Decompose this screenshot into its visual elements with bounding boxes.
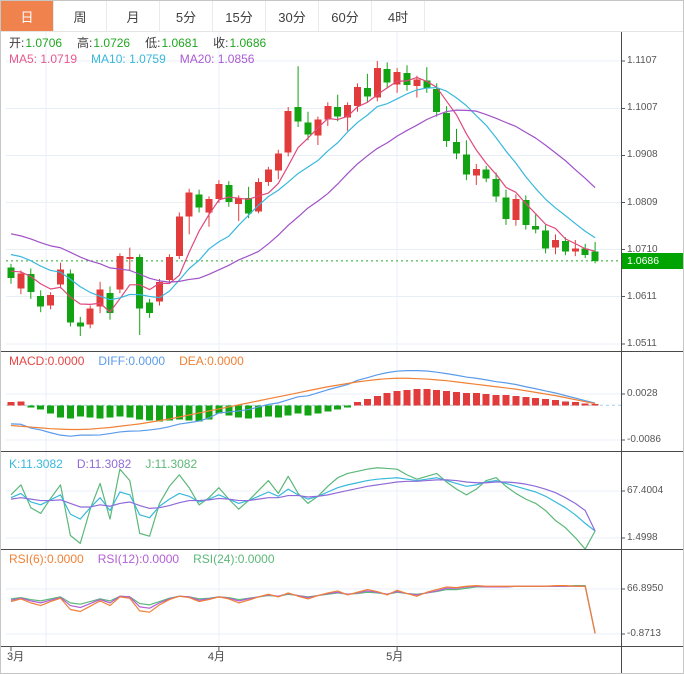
tab-周[interactable]: 周 — [54, 1, 107, 31]
tab-30分[interactable]: 30分 — [266, 1, 319, 31]
tab-15分[interactable]: 15分 — [213, 1, 266, 31]
interval-tabbar: 日周月 5分 15分 30分 60分 4时 — [1, 1, 683, 32]
tab-日[interactable]: 日 — [1, 1, 54, 31]
tab-60分[interactable]: 60分 — [319, 1, 372, 31]
tab-月[interactable]: 月 — [107, 1, 160, 31]
tab-5分[interactable]: 5分 — [160, 1, 213, 31]
tab-4时[interactable]: 4时 — [372, 1, 425, 31]
